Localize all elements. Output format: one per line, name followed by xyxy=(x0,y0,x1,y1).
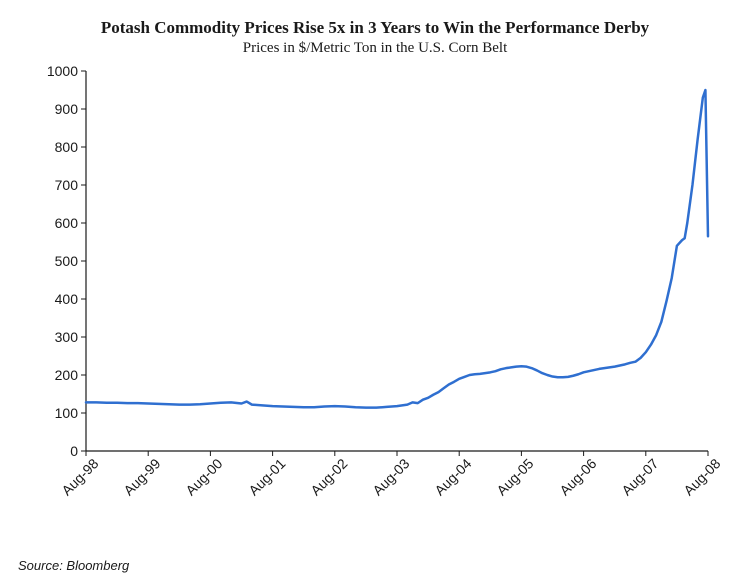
x-tick-label: Aug-01 xyxy=(241,451,288,498)
y-tick-label: 100 xyxy=(55,405,86,421)
x-tick-label: Aug-00 xyxy=(178,451,225,498)
y-tick-label: 1000 xyxy=(47,63,86,79)
x-tick-label: Aug-07 xyxy=(614,451,661,498)
chart-area: 01002003004005006007008009001000Aug-98Au… xyxy=(30,71,720,511)
y-tick-label: 300 xyxy=(55,329,86,345)
x-tick-label: Aug-08 xyxy=(676,451,723,498)
y-tick-label: 600 xyxy=(55,215,86,231)
x-tick-label: Aug-05 xyxy=(489,451,536,498)
chart-title: Potash Commodity Prices Rise 5x in 3 Yea… xyxy=(30,18,720,38)
y-tick-label: 800 xyxy=(55,139,86,155)
x-tick-label: Aug-02 xyxy=(303,451,350,498)
x-tick-label: Aug-04 xyxy=(427,451,474,498)
y-tick-label: 700 xyxy=(55,177,86,193)
plot-svg xyxy=(86,71,708,451)
series-line xyxy=(86,90,708,408)
x-tick-label: Aug-03 xyxy=(365,451,412,498)
x-tick-label: Aug-98 xyxy=(54,451,101,498)
y-tick-label: 200 xyxy=(55,367,86,383)
plot-region: 01002003004005006007008009001000Aug-98Au… xyxy=(86,71,708,451)
x-tick-label: Aug-06 xyxy=(552,451,599,498)
x-tick-label: Aug-99 xyxy=(116,451,163,498)
y-tick-label: 500 xyxy=(55,253,86,269)
y-tick-label: 400 xyxy=(55,291,86,307)
chart-subtitle: Prices in $/Metric Ton in the U.S. Corn … xyxy=(30,40,720,57)
chart-source: Source: Bloomberg xyxy=(18,558,129,573)
y-tick-label: 900 xyxy=(55,101,86,117)
